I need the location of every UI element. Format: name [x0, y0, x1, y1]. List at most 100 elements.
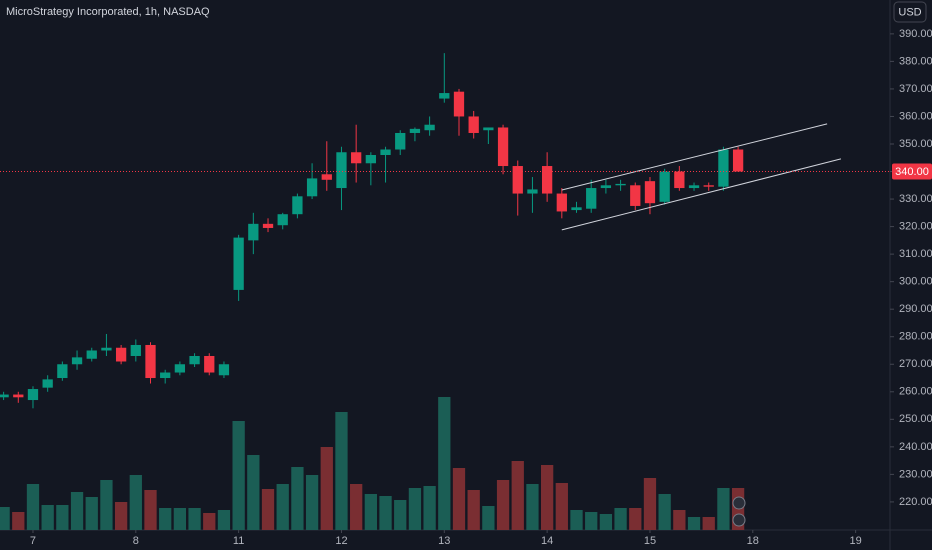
candle-body	[615, 183, 626, 186]
candle-body	[541, 166, 553, 194]
candle-body	[306, 178, 318, 197]
y-tick-label: 260.00	[899, 386, 932, 398]
volume-bar	[247, 455, 260, 530]
volume-bar	[379, 496, 392, 530]
candle-body	[27, 389, 39, 401]
candle-body	[218, 364, 230, 376]
volume-bar	[85, 497, 98, 530]
volume-bar	[335, 412, 348, 530]
volume-bar	[350, 484, 363, 530]
currency-button[interactable]	[893, 1, 927, 23]
volume-bar	[203, 513, 216, 530]
last-price-tag	[892, 163, 932, 180]
y-tick-label: 370.00	[899, 83, 932, 95]
candle-body	[600, 185, 612, 189]
candle-body	[512, 166, 523, 194]
x-tick-label: 11	[233, 535, 244, 547]
volume-bar	[555, 483, 568, 530]
candle-body	[365, 155, 376, 164]
candle-body	[395, 132, 406, 150]
candle-body	[688, 185, 700, 189]
volume-bar	[291, 467, 304, 530]
volume-bar	[408, 488, 422, 530]
x-tick-label: 7	[30, 535, 36, 547]
candle-body	[204, 355, 215, 373]
volume-bar	[364, 494, 377, 530]
x-tick-label: 13	[438, 535, 450, 547]
volume-bar	[526, 484, 539, 530]
candle-body	[674, 171, 685, 189]
candle-body	[86, 350, 97, 359]
y-tick-label: 230.00	[899, 468, 932, 480]
volume-bar	[261, 489, 275, 530]
candle-body	[145, 344, 156, 379]
candle-body	[732, 149, 744, 172]
x-tick-label: 14	[541, 535, 553, 547]
volume-bar	[232, 421, 245, 530]
volume-bar	[188, 508, 201, 530]
y-tick-label: 290.00	[899, 303, 932, 315]
volume-bar	[394, 500, 407, 530]
candle-body	[630, 185, 641, 206]
candle-body	[659, 171, 670, 202]
candle-body	[130, 344, 141, 356]
x-tick-label: 12	[335, 535, 347, 547]
candle-body	[527, 189, 538, 194]
y-tick-label: 380.00	[899, 55, 932, 67]
y-tick-label: 330.00	[899, 193, 932, 205]
y-tick-label: 310.00	[899, 248, 932, 260]
volume-bar	[540, 465, 554, 530]
volume-bar	[159, 508, 172, 530]
candle-body	[0, 394, 9, 398]
volume-bar	[173, 508, 187, 530]
icon[interactable]	[732, 513, 746, 527]
chart-title: MicroStrategy Incorporated, 1h, NASDAQ	[6, 6, 210, 18]
candle-body	[248, 223, 259, 241]
volume-bar	[629, 508, 642, 530]
candle-body	[453, 91, 465, 117]
candle-body	[42, 379, 53, 388]
icon[interactable]	[732, 496, 746, 510]
trend-line	[561, 158, 842, 231]
candle-body	[13, 394, 24, 398]
currency-label[interactable]: USD	[898, 6, 921, 18]
candle-body	[483, 127, 494, 131]
candle-body	[189, 355, 200, 365]
y-tick-label: 360.00	[899, 110, 932, 122]
volume-bar	[585, 512, 598, 530]
volume-bar	[423, 486, 436, 530]
volume-bar	[496, 480, 510, 530]
volume-bar	[482, 506, 495, 530]
volume-bar	[702, 517, 715, 530]
candle-body	[160, 372, 171, 379]
candle-body	[277, 214, 288, 226]
volume-bar	[687, 517, 701, 530]
volume-bar	[614, 508, 627, 530]
trend-line	[561, 123, 828, 191]
y-tick-label: 220.00	[899, 496, 932, 508]
candle-body	[57, 364, 68, 379]
volume-bar	[56, 505, 69, 530]
volume-bar	[320, 447, 333, 530]
x-tick-label: 15	[644, 535, 656, 547]
volume-bar	[643, 478, 657, 530]
y-tick-label: 390.00	[899, 28, 932, 40]
candle-body	[174, 364, 186, 373]
pane-icons	[732, 496, 746, 527]
candle-body	[262, 223, 274, 228]
volume-bar	[114, 502, 128, 530]
volume-bar	[144, 490, 157, 530]
volume-bar	[70, 492, 84, 530]
volume-bar	[658, 494, 671, 530]
candle-body	[439, 93, 450, 99]
candle-body	[424, 124, 435, 131]
x-tick-label: 8	[133, 535, 139, 547]
x-tick-label: 18	[747, 535, 759, 547]
candle-body	[101, 347, 112, 351]
volume-bar	[511, 461, 524, 530]
volume-bar	[100, 480, 113, 530]
volume-bar	[467, 490, 480, 530]
volume-bar	[12, 512, 25, 530]
candle-body	[115, 347, 127, 362]
